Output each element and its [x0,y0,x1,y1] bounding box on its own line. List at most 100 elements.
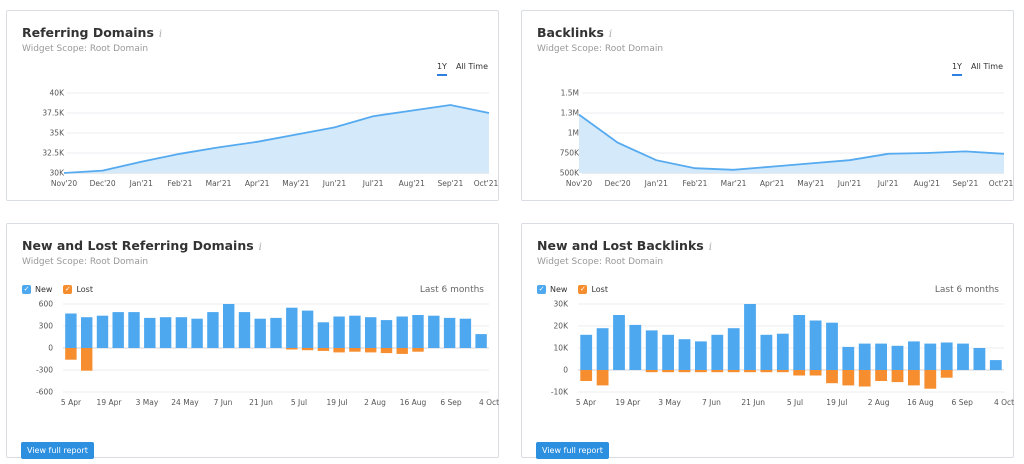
x-tick-label: Feb'21 [682,179,707,188]
card-title: New and Lost Referring Domains i [22,238,262,253]
bar-new [973,348,986,370]
bar-lost [81,348,93,371]
range-all-time-tab[interactable]: All Time [970,62,1003,71]
y-tick-label: 10K [554,344,570,353]
x-tick-label: Oct'21 [474,179,499,188]
widget-scope: Widget Scope: Root Domain [22,257,149,267]
legend-lost-toggle[interactable]: ✓ Lost [578,285,608,294]
x-tick-label: 3 May [136,398,159,407]
view-full-report-button[interactable]: View full report [21,442,94,459]
y-tick-label: 0 [48,344,53,353]
y-tick-label: 1M [568,129,579,138]
bar-new [711,334,724,370]
info-icon[interactable]: i [158,29,163,40]
bar-lost [760,370,773,373]
bar-new [380,320,393,348]
bar-lost [301,348,314,351]
x-tick-label: 19 Jul [826,398,847,407]
y-tick-label: 750K [560,149,580,158]
x-tick-label: 7 Jun [702,398,721,407]
x-tick-label: Jun'21 [322,179,347,188]
bar-new [580,334,593,370]
y-tick-label: 35K [50,129,66,138]
bar-lost [858,370,871,387]
bar-new [317,322,330,348]
new-lost-backlinks-chart: 30K 20K 10K 0 -10K 5 Apr 19 Apr 3 May 7 Jun 21 Ju… [551,300,1014,408]
legend-new-toggle[interactable]: ✓ New [537,285,568,294]
bar-new [744,304,756,370]
bar-lost [317,348,330,351]
x-tick-label: Apr'21 [760,179,785,188]
bar-lost [65,348,77,360]
bar-lost [333,348,345,353]
chart-legend: ✓ New ✓ Lost [537,285,608,294]
bar-new [629,324,642,370]
bar-lost [711,370,724,373]
x-tick-label: 4 Oct [479,398,499,407]
y-tick-label: 30K [554,300,570,309]
info-icon[interactable]: i [708,242,712,253]
checkbox-icon: ✓ [537,285,546,294]
bar-new [924,343,937,370]
bar-new [128,312,140,348]
range-all-time-tab[interactable]: All Time [455,62,488,71]
bar-new [270,317,282,348]
range-1y-tab[interactable]: 1Y [951,62,962,76]
area-fill [579,114,1004,173]
bar-lost [744,370,756,373]
x-tick-label: 5 Jul [291,398,307,407]
info-icon[interactable]: i [608,29,613,40]
x-tick-label: 19 Jul [327,398,348,407]
bar-new [760,334,773,370]
bar-new [96,315,109,348]
y-tick-label: 40K [50,89,66,98]
info-icon[interactable]: i [258,242,262,253]
x-tick-label: Jul'21 [362,179,384,188]
x-tick-label: 5 Apr [61,398,82,407]
x-tick-label: Nov'20 [51,179,77,188]
x-tick-label: May'21 [797,179,824,188]
x-tick-label: 16 Aug [907,398,934,407]
bar-new [223,304,235,348]
checkbox-icon: ✓ [22,285,31,294]
y-tick-label: 1.5M [561,89,579,98]
bar-new [858,343,871,370]
range-1y-tab[interactable]: 1Y [436,62,447,76]
bar-new [238,312,251,348]
y-tick-label: 600 [39,300,54,309]
x-tick-label: Apr'21 [245,179,270,188]
x-tick-label: 21 Jun [741,398,765,407]
y-tick-label: 1.3M [561,109,579,118]
bar-new [613,315,625,370]
series-line [578,113,1005,171]
referring-domains-chart: 30K 32.5K 35K 37.5K 40K Nov'20 Dec'20 Jan'21 Feb… [42,89,499,189]
bar-new [826,322,838,370]
legend-new-toggle[interactable]: ✓ New [22,285,53,294]
bar-lost [875,370,887,381]
bar-new [159,317,172,348]
bar-lost [596,370,609,386]
bar-lost [891,370,904,383]
x-tick-label: 4 Oct [994,398,1014,407]
bar-new [207,312,219,348]
bar-new [301,310,314,348]
bar-new [191,318,203,348]
view-full-report-button[interactable]: View full report [536,442,609,459]
widget-scope: Widget Scope: Root Domain [22,44,149,54]
backlinks-chart: 500K 750K 1M 1.3M 1.5M Nov'20 Dec'20 Jan'21 Feb'… [560,89,1014,189]
widget-scope: Widget Scope: Root Domain [537,44,664,54]
bar-new [596,328,609,370]
x-tick-label: Jun'21 [837,179,862,188]
bar-new [81,317,93,348]
bar-lost [809,370,822,376]
bar-new [727,328,740,370]
legend-lost-toggle[interactable]: ✓ Lost [63,285,93,294]
bar-lost [695,370,707,373]
referring-domains-card: Referring Domains i Widget Scope: Root Do… [6,10,499,201]
y-tick-label: 37.5K [42,109,65,118]
bar-new [412,315,424,348]
card-title: Backlinks i [537,25,613,40]
backlinks-card: Backlinks i Widget Scope: Root Domain 1Y … [521,10,1014,201]
series-line [63,104,490,174]
y-tick-label: 300 [39,322,54,331]
